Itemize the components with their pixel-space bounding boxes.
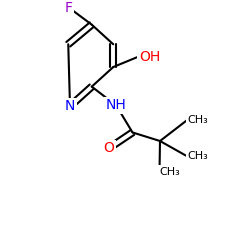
- Text: CH₃: CH₃: [160, 166, 180, 176]
- Text: N: N: [65, 99, 75, 113]
- Text: O: O: [103, 141, 114, 155]
- Text: OH: OH: [139, 50, 160, 64]
- Text: NH: NH: [106, 98, 127, 112]
- Text: F: F: [65, 0, 73, 14]
- Text: CH₃: CH₃: [187, 151, 208, 161]
- Text: CH₃: CH₃: [187, 115, 208, 125]
